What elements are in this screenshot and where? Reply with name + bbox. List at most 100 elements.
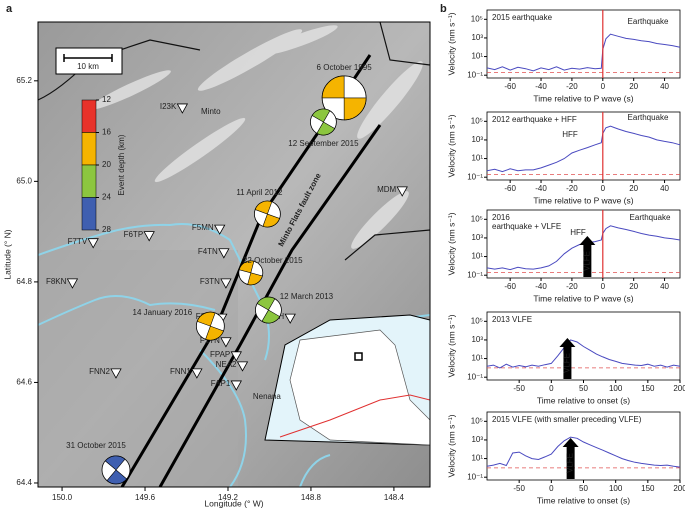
station (230, 351, 242, 362)
y-tick-label: 10¹ (471, 52, 483, 61)
x-tick-label: 0 (601, 184, 606, 193)
x-tick-label: -40 (535, 82, 547, 91)
x-axis-label: Longitude (° W) (204, 498, 263, 508)
station (236, 361, 249, 372)
y-axis-label: Velocity (nm s⁻¹) (446, 114, 456, 177)
y-tick-label: 10¹ (471, 454, 483, 463)
seismogram (486, 436, 681, 468)
vlfe-arrow (562, 438, 579, 479)
x-axis-label: Time relative to P wave (s) (533, 293, 633, 303)
x-tick-label: 0 (549, 384, 554, 393)
panel-label: a (6, 3, 13, 15)
vlfe-label: VLFE (582, 251, 591, 271)
y-tick-label: 10⁵ (471, 116, 483, 125)
x-tick-label: 40 (660, 184, 669, 193)
chart-title: 2016 (492, 213, 510, 222)
seismogram (486, 33, 681, 72)
event-label: 22 October 2015 (243, 256, 303, 265)
y-tick-label: 10⁵ (471, 14, 483, 23)
x-tick-label: 148.4 (384, 493, 405, 502)
x-tick-label: 150 (641, 484, 655, 493)
y-tick-label: 10³ (471, 335, 483, 344)
station (284, 313, 296, 324)
y-tick-label: 10⁵ (471, 214, 483, 223)
station-label: F3TN (200, 277, 220, 286)
station (214, 224, 226, 235)
y-axis-label: Velocity (nm s⁻¹) (446, 212, 456, 275)
annotation: Earthquake (628, 17, 669, 26)
inset-map (264, 314, 430, 446)
x-tick-label: 40 (660, 82, 669, 91)
event (253, 200, 281, 228)
event-quadrant (247, 272, 263, 286)
station-label: F4TN (198, 247, 218, 256)
event (195, 311, 225, 341)
y-tick-label: 10¹ (471, 354, 483, 363)
x-tick-label: 149.2 (218, 493, 239, 502)
station (110, 368, 122, 379)
event (101, 455, 131, 485)
x-tick-label: -20 (566, 184, 578, 193)
vlfe-label: VLFE (566, 453, 575, 473)
y-tick-label: 65.0 (16, 176, 32, 185)
x-tick-label: -20 (566, 282, 578, 291)
event-quadrant (321, 75, 345, 99)
y-tick-label: 10³ (471, 135, 483, 144)
station (176, 103, 189, 114)
station-label: F6TP (124, 230, 144, 239)
event-label: 12 March 2013 (280, 292, 334, 301)
event-quadrant (261, 309, 281, 324)
x-tick-label: 0 (601, 82, 606, 91)
station (87, 238, 99, 249)
x-tick-label: -40 (535, 282, 547, 291)
station-label: NEA2 (216, 360, 237, 369)
event-label: 6 October 1995 (317, 63, 373, 72)
seismogram (486, 339, 681, 369)
x-tick-label: -20 (566, 82, 578, 91)
y-tick-label: 64.4 (16, 478, 32, 487)
annotation: Earthquake (628, 113, 669, 122)
y-axis-label: Velocity (nm s⁻¹) (446, 314, 456, 377)
station-label: FAP1 (211, 379, 231, 388)
x-tick-label: 20 (629, 184, 638, 193)
station (230, 380, 242, 391)
x-tick-label: -40 (535, 184, 547, 193)
x-tick-label: 149.6 (135, 493, 156, 502)
station (220, 278, 232, 289)
event-quadrant (262, 213, 280, 228)
y-tick-label: 10⁻¹ (467, 70, 483, 79)
y-tick-label: 10³ (471, 435, 483, 444)
event-quadrant (104, 455, 126, 471)
chart-title: 2015 earthquake (492, 13, 553, 22)
y-axis-label: Latitude (° N) (2, 229, 12, 279)
x-axis-label: Time relative to P wave (s) (533, 195, 633, 205)
y-tick-label: 64.6 (16, 378, 32, 387)
station (143, 231, 155, 242)
event-quadrant (311, 108, 331, 123)
station-label: I23K (160, 102, 177, 111)
event (238, 260, 264, 286)
x-tick-label: 50 (579, 384, 588, 393)
x-tick-label: 200 (673, 384, 685, 393)
panel-label: b (440, 3, 447, 15)
annotation: Earthquake (630, 213, 671, 222)
town-label: Nenana (253, 392, 282, 401)
x-tick-label: 0 (549, 484, 554, 493)
event (309, 108, 337, 136)
plot-frame (486, 111, 681, 181)
event (321, 75, 367, 121)
colorbar-band (81, 132, 97, 166)
x-tick-label: -50 (513, 484, 525, 493)
y-tick-label: 10¹ (471, 252, 483, 261)
event-quadrant (256, 296, 276, 311)
event-quadrant (196, 311, 216, 327)
x-tick-label: 100 (609, 384, 623, 393)
x-tick-label: 40 (660, 282, 669, 291)
event (255, 296, 282, 324)
event-quadrant (238, 260, 255, 274)
y-tick-label: 10⁻¹ (467, 270, 483, 279)
event-quadrant (254, 200, 273, 215)
colorbar-tick-label: 12 (102, 95, 111, 104)
colorbar-band (81, 164, 97, 198)
